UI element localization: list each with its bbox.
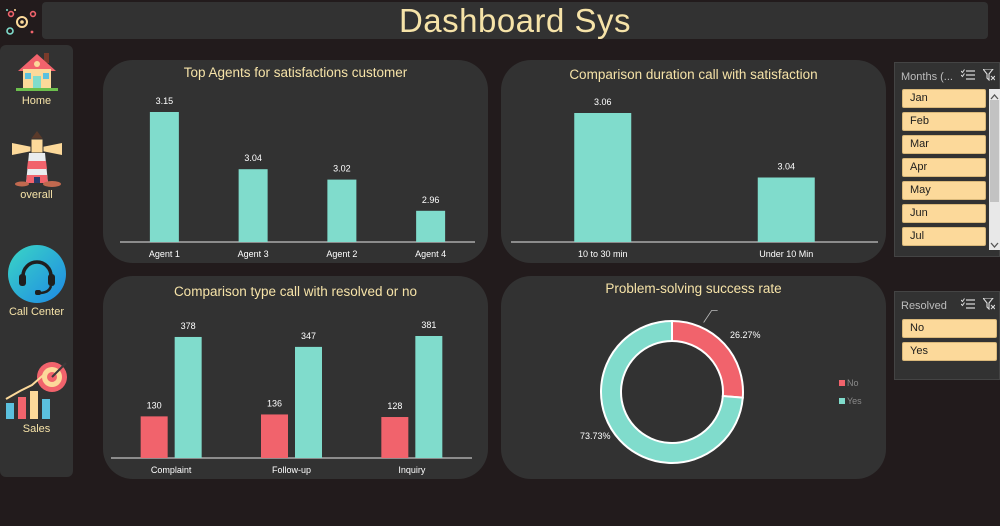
x-tick-label: Follow-up <box>272 465 311 475</box>
nav-label-overall: overall <box>20 189 53 201</box>
agents-chart-card: Top Agents for satisfactions customer 3.… <box>103 60 488 263</box>
x-tick-label: Complaint <box>151 465 192 475</box>
nav-item-home[interactable]: Home <box>0 49 73 107</box>
bar <box>416 210 446 242</box>
data-label: 347 <box>301 331 316 341</box>
slicer-month-jan[interactable]: Jan <box>902 89 986 108</box>
data-label: 3.04 <box>777 162 795 172</box>
slicer-resolved-no[interactable]: No <box>902 319 997 338</box>
scroll-thumb[interactable] <box>990 100 999 202</box>
data-label: 3.04 <box>244 153 262 163</box>
duration-chart-card: Comparison duration call with satisfacti… <box>501 60 886 263</box>
x-tick-label: Agent 3 <box>238 249 269 259</box>
leader-line <box>703 310 718 323</box>
sales-growth-icon <box>5 362 67 419</box>
donut-label-yes: 73.73% <box>580 431 611 441</box>
bar-no <box>140 416 168 458</box>
bar <box>238 169 268 242</box>
slicer-month-mar[interactable]: Mar <box>902 135 986 154</box>
data-label: 128 <box>387 401 402 411</box>
data-label: 378 <box>181 321 196 331</box>
agents-chart-title: Top Agents for satisfactions customer <box>183 65 408 80</box>
data-label: 3.02 <box>333 164 351 174</box>
legend-label: No <box>847 378 859 388</box>
legend-swatch <box>839 380 845 386</box>
x-tick-label: 10 to 30 min <box>578 249 628 259</box>
bar-no <box>381 417 409 458</box>
gears-logo-icon <box>6 9 37 35</box>
clear-filter-icon[interactable] <box>983 298 995 310</box>
donut-label-no: 26.27% <box>730 330 761 340</box>
bar <box>757 177 815 242</box>
bar <box>149 112 179 242</box>
success-rate-title: Problem-solving success rate <box>605 281 782 296</box>
x-tick-label: Agent 2 <box>326 249 357 259</box>
months-slicer-header: Months (... <box>901 71 953 83</box>
slicer-month-jun[interactable]: Jun <box>902 204 986 223</box>
months-scrollbar[interactable] <box>989 89 1000 250</box>
x-tick-label: Inquiry <box>398 465 426 475</box>
resolved-slicer-header: Resolved <box>901 300 947 312</box>
agents-bar-chart: 3.15 Agent 1 3.04 Agent 3 3.02 Agent 2 2.96 Age… <box>120 96 475 259</box>
data-label: 2.96 <box>422 195 440 205</box>
legend-swatch <box>839 398 845 404</box>
title-bar: Dashboard Sys <box>42 2 988 39</box>
type-chart-title: Comparison type call with resolved or no <box>173 284 418 299</box>
bar <box>327 179 357 242</box>
data-label: 3.06 <box>594 97 612 107</box>
data-label: 130 <box>147 400 162 410</box>
x-tick-label: Under 10 Min <box>759 249 813 259</box>
multi-select-icon[interactable] <box>961 298 975 310</box>
data-label: 136 <box>267 398 282 408</box>
sidebar-nav: Home overall <box>0 45 73 477</box>
type-chart-card: Comparison type call with resolved or no… <box>103 276 488 479</box>
bar-yes <box>295 346 322 458</box>
success-rate-donut-chart: 26.27% 73.73% No Yes <box>580 310 862 464</box>
nav-label-home: Home <box>21 95 52 107</box>
slicer-month-feb[interactable]: Feb <box>902 112 986 131</box>
slicer-resolved-yes[interactable]: Yes <box>902 342 997 361</box>
bar <box>574 113 632 242</box>
donut-slice-yes <box>600 319 744 464</box>
headset-icon <box>7 245 66 303</box>
scroll-up-icon[interactable] <box>989 92 1000 102</box>
type-clustered-bar-chart: 130 378 Complaint 136 347 Follow-up 128 381 Inqu… <box>111 320 472 475</box>
slicer-month-jul[interactable]: Jul <box>902 227 986 246</box>
scroll-down-icon[interactable] <box>989 240 1000 250</box>
multi-select-icon[interactable] <box>961 69 975 81</box>
slicer-month-apr[interactable]: Apr <box>902 158 986 177</box>
nav-label-sales: Sales <box>22 423 51 435</box>
months-slicer: Months (... Jan Feb Mar Apr May Jun Jul <box>894 62 1000 257</box>
house-icon <box>15 53 58 91</box>
duration-bar-chart: 3.06 10 to 30 min 3.04 Under 10 Min <box>511 97 878 259</box>
x-tick-label: Agent 1 <box>149 249 180 259</box>
nav-item-overall[interactable]: overall <box>0 131 73 201</box>
data-label: 3.15 <box>156 96 174 106</box>
duration-chart-title: Comparison duration call with satisfacti… <box>569 67 818 82</box>
nav-item-sales[interactable]: Sales <box>0 359 73 435</box>
bar-yes <box>174 336 202 458</box>
dashboard-title: Dashboard Sys <box>398 1 632 39</box>
clear-filter-icon[interactable] <box>983 69 995 81</box>
bar-no <box>261 414 288 458</box>
nav-label-call-center: Call Center <box>8 306 65 318</box>
nav-item-call-center[interactable]: Call Center <box>0 244 73 318</box>
success-rate-card: Problem-solving success rate 26.27% 73.73… <box>501 276 886 479</box>
slicer-month-may[interactable]: May <box>902 181 986 200</box>
x-tick-label: Agent 4 <box>415 249 446 259</box>
data-label: 381 <box>421 320 436 330</box>
resolved-slicer: Resolved No Yes <box>894 291 1000 380</box>
lighthouse-icon <box>11 131 62 187</box>
bar-yes <box>415 336 443 458</box>
legend-label: Yes <box>847 396 862 406</box>
